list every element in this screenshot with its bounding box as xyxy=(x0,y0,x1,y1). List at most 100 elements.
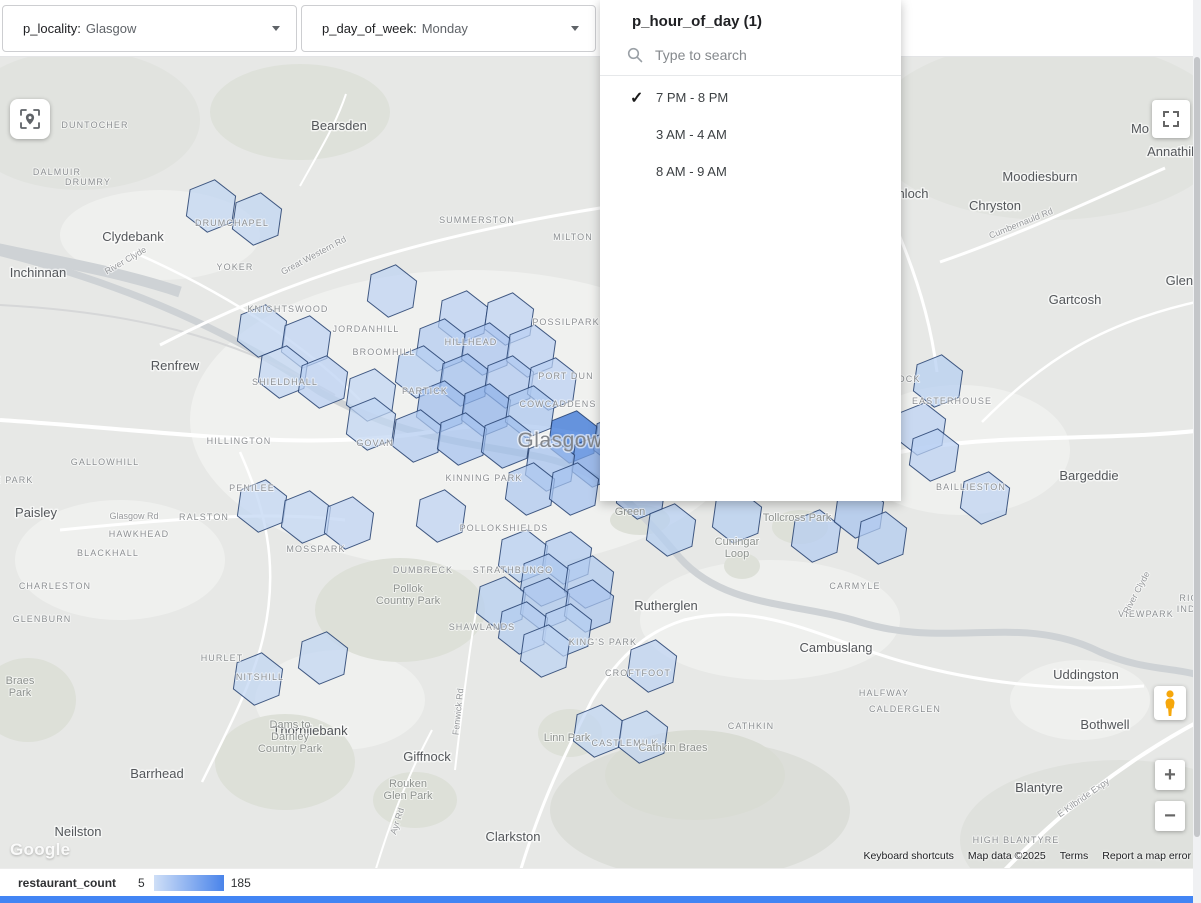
fullscreen-icon xyxy=(1163,111,1179,127)
map-label-district: CATHKIN xyxy=(728,721,775,731)
dropdown-option-label: 8 AM - 9 AM xyxy=(656,164,727,179)
dropdown-title: p_hour_of_day (1) xyxy=(632,13,763,30)
hexbin-cell[interactable] xyxy=(790,509,842,563)
map-label-district: RALSTON xyxy=(179,512,229,522)
hexbin-cell[interactable] xyxy=(232,652,284,706)
minus-icon: − xyxy=(1164,805,1176,827)
legend-gradient xyxy=(153,874,224,891)
map-label-district: CROFTFOOT xyxy=(605,668,671,678)
map-label-town: Bargeddie xyxy=(1059,468,1118,483)
check-icon: ✓ xyxy=(630,89,644,107)
dropdown-search-row xyxy=(600,37,901,76)
map-label-district: POSSILPARK xyxy=(532,317,599,327)
map-label-district: COWCADDENS xyxy=(519,399,596,409)
map-label-district: DALMUIR xyxy=(33,167,81,177)
map-label-district: HURLET xyxy=(201,653,244,663)
map-label-town: Chryston xyxy=(969,198,1021,213)
map-label-district: VIEWPARK xyxy=(1118,609,1174,619)
map-label-district: SHIELDHALL xyxy=(252,377,318,387)
map-label-district: CALDERGLEN xyxy=(869,704,941,714)
terms-link[interactable]: Terms xyxy=(1059,850,1089,862)
map-label-park: Rouken Glen Park xyxy=(384,778,433,802)
hexbin-cell[interactable] xyxy=(323,496,375,550)
map-label-town: Paisley xyxy=(15,505,57,520)
zoom-out-button[interactable]: − xyxy=(1155,801,1185,831)
hexbin-cell[interactable] xyxy=(480,415,532,469)
map-label-town: Thornliebank xyxy=(272,723,348,738)
map-data-text: Map data ©2025 xyxy=(967,850,1046,862)
map-label-district: YOKER xyxy=(216,262,253,272)
hexbin-cell[interactable] xyxy=(856,511,908,565)
map-label-town: Bothwell xyxy=(1080,717,1129,732)
filter-locality-value: Glasgow xyxy=(85,20,137,36)
report-error-link[interactable]: Report a map error xyxy=(1102,850,1191,862)
map-label-town: Mo xyxy=(1131,121,1149,136)
map-label-park: Dams to Darnley Country Park xyxy=(258,719,323,755)
zoom-in-button[interactable]: + xyxy=(1155,760,1185,790)
map-label-district: SHAWLANDS xyxy=(449,622,516,632)
map-label-park: Cuningar Loop xyxy=(715,536,760,560)
map-label-district: HIGH BLANTYRE xyxy=(973,835,1060,845)
hexbin-cell[interactable] xyxy=(626,639,678,693)
map-label-town: Barrhead xyxy=(130,766,183,781)
hexbin-cell[interactable] xyxy=(231,192,283,246)
chevron-down-icon xyxy=(272,25,280,31)
filter-locality-label: p_locality: xyxy=(23,20,81,36)
hexbin-cell[interactable] xyxy=(912,354,964,408)
hexbin-cell[interactable] xyxy=(908,428,960,482)
map-label-district: BAILLIESTON xyxy=(936,482,1006,492)
map-label-district: KING'S PARK xyxy=(569,637,637,647)
map-label-district: EASTERHOUSE xyxy=(912,396,992,406)
scrollbar[interactable] xyxy=(1193,0,1201,903)
pegman-button[interactable] xyxy=(1154,686,1186,720)
hexbin-cell[interactable] xyxy=(519,624,571,678)
filter-locality[interactable]: p_locality: Glasgow xyxy=(2,4,297,52)
hexbin-cell[interactable] xyxy=(391,409,443,463)
map-label-district: HAWKHEAD xyxy=(109,529,169,539)
hexbin-cell[interactable] xyxy=(415,489,467,543)
hexbin-cell[interactable] xyxy=(297,355,349,409)
hexbin-cell[interactable] xyxy=(617,710,669,764)
map-label-district: GOVAN xyxy=(356,438,393,448)
map-label-park: Linn Park xyxy=(544,732,591,744)
chevron-down-icon xyxy=(571,25,579,31)
map-label-town: Neilston xyxy=(55,824,102,839)
legend-max-value: 185 xyxy=(230,875,251,890)
hexbin-cell[interactable] xyxy=(185,179,237,233)
map-label-district: PARTICK xyxy=(402,386,448,396)
map-label-district: JORDANHILL xyxy=(332,324,399,334)
filter-day-of-week[interactable]: p_day_of_week: Monday xyxy=(301,4,596,52)
dropdown-option[interactable]: ✓ 7 PM - 8 PM xyxy=(600,79,901,116)
map-label-town: Inchinnan xyxy=(10,265,66,280)
keyboard-shortcuts-link[interactable]: Keyboard shortcuts xyxy=(863,850,954,862)
map-label-town: Gartcosh xyxy=(1049,292,1102,307)
hexbin-cell[interactable] xyxy=(297,631,349,685)
map-label-city: Glasgow xyxy=(517,429,603,452)
hexbin-cell[interactable] xyxy=(959,471,1011,525)
dropdown-option-label: 3 AM - 4 AM xyxy=(656,127,727,142)
map-label-town: Renfrew xyxy=(151,358,200,373)
fullscreen-button[interactable] xyxy=(1152,100,1190,138)
hexbin-cell[interactable] xyxy=(645,503,697,557)
map-label-district: BLACKHALL xyxy=(77,548,139,558)
map-label-district: BROOMHILL xyxy=(353,347,416,357)
scrollbar-thumb[interactable] xyxy=(1194,57,1200,837)
hexbin-cell[interactable] xyxy=(366,264,418,318)
search-input[interactable] xyxy=(653,46,881,64)
map-label-town: Rutherglen xyxy=(634,598,698,613)
locate-button[interactable] xyxy=(10,99,50,139)
map-label-district: SUMMERSTON xyxy=(439,215,515,225)
hexbin-cell[interactable] xyxy=(345,397,397,451)
hexbin-cell[interactable] xyxy=(548,462,600,516)
map-label-district: DRUMCHAPEL xyxy=(195,218,269,228)
map-label-park: Braes Park xyxy=(6,675,35,699)
hexbin-cell[interactable] xyxy=(436,412,488,466)
legend-bar: restaurant_count 5 185 xyxy=(0,868,1201,896)
legend-min-value: 5 xyxy=(138,875,145,890)
dropdown-option[interactable]: 8 AM - 9 AM xyxy=(600,153,901,190)
hexbin-cell[interactable] xyxy=(504,462,556,516)
dropdown-option[interactable]: 3 AM - 4 AM xyxy=(600,116,901,153)
bottom-accent-bar xyxy=(0,896,1201,903)
map-label-district: DUMBRECK xyxy=(393,565,453,575)
pegman-icon xyxy=(1165,690,1175,716)
